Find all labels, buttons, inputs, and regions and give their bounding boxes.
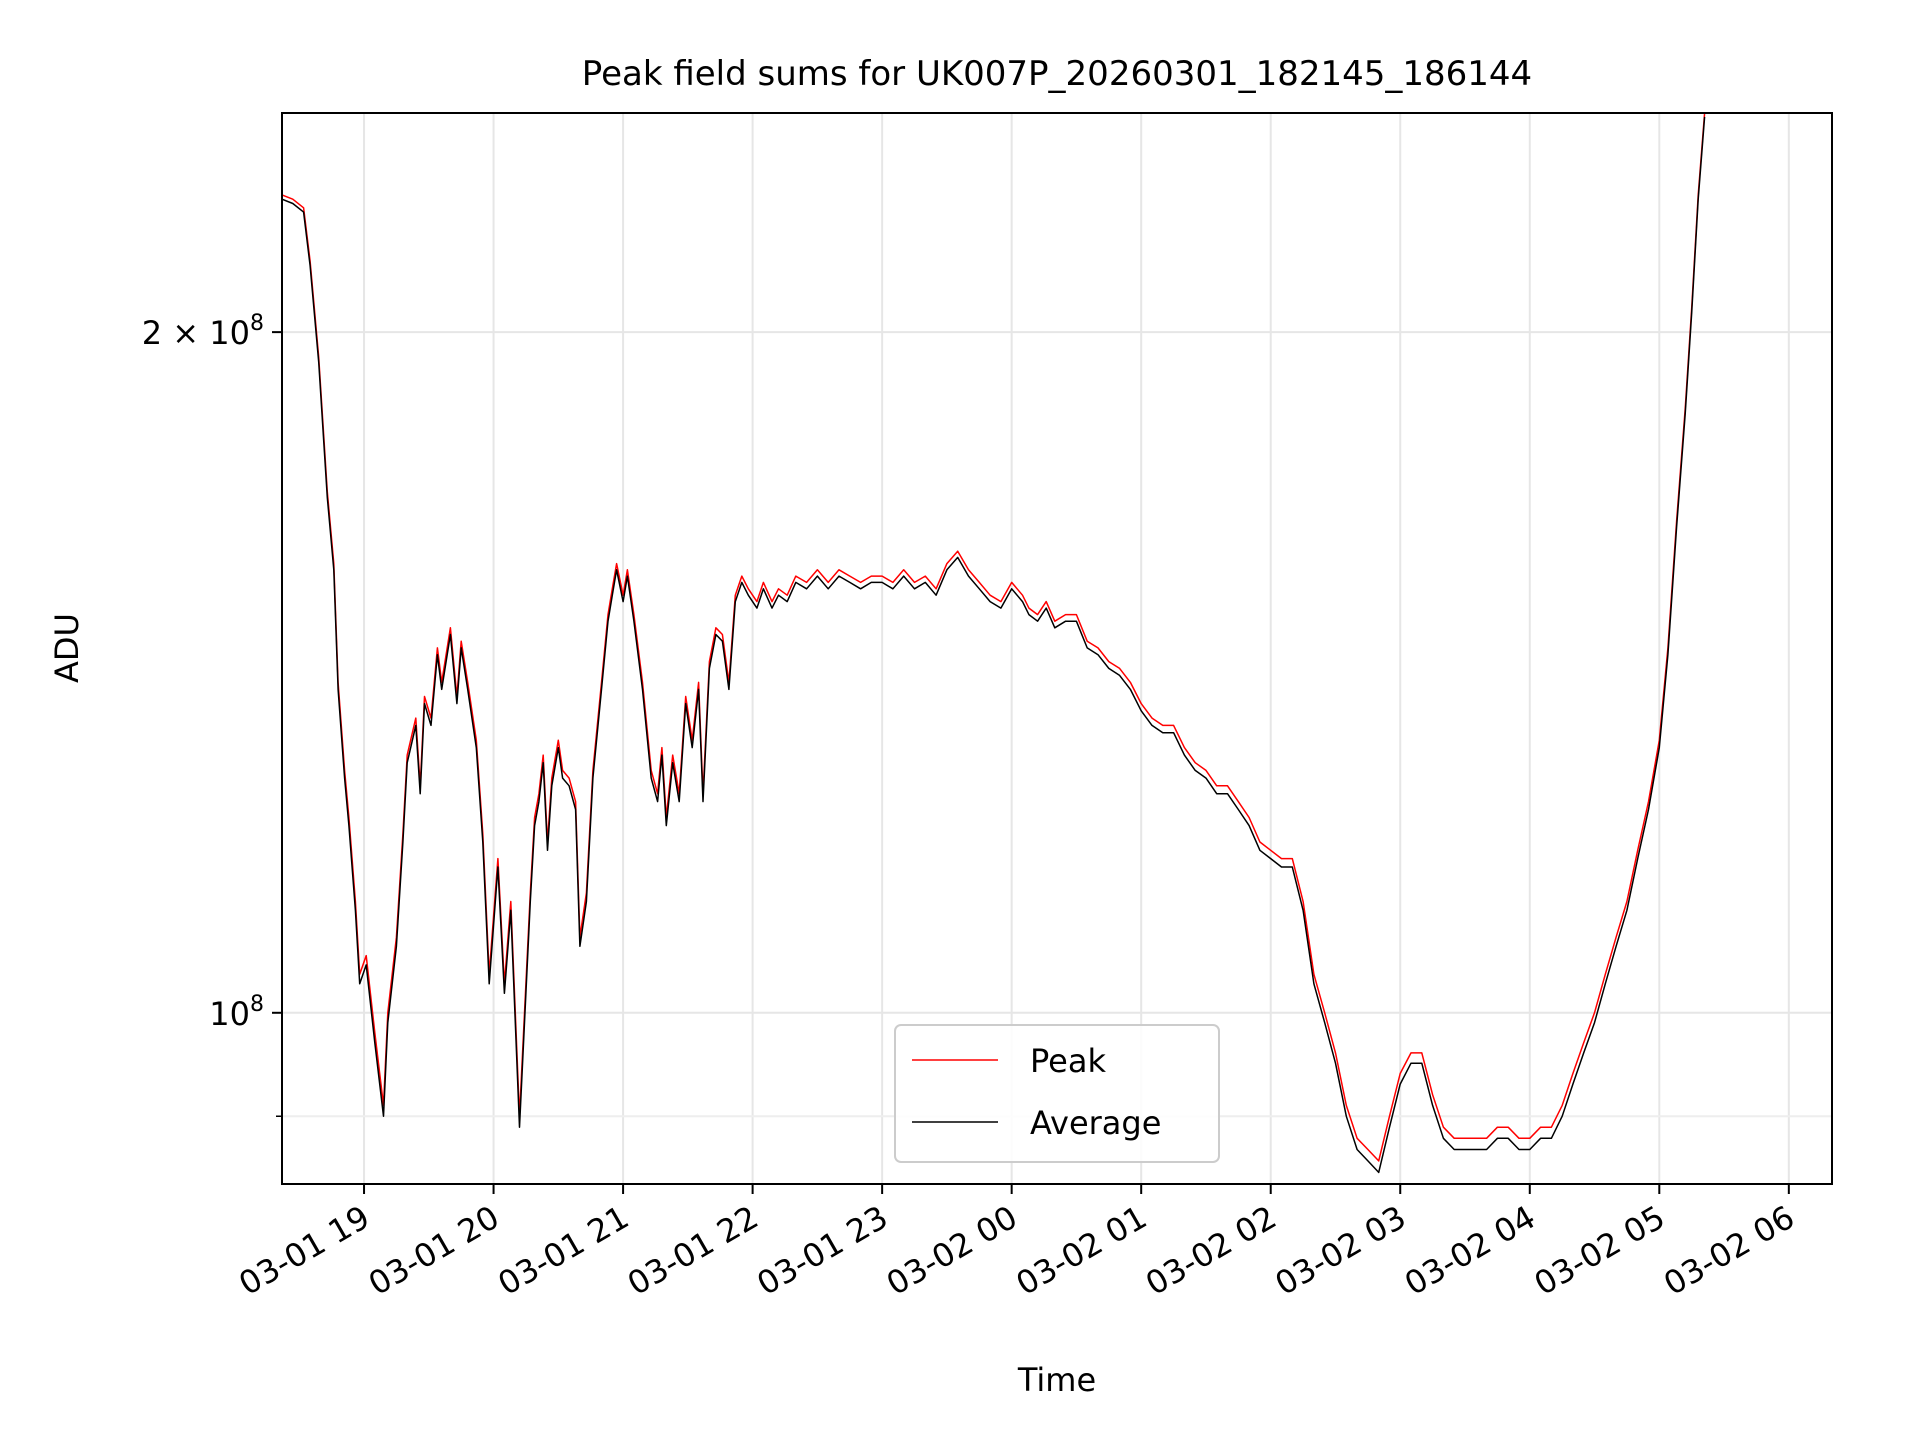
y-tick-label: 108 (209, 992, 264, 1033)
plot-frame (281, 112, 1833, 1185)
chart-title: Peak field sums for UK007P_20260301_1821… (582, 54, 1532, 94)
legend-label-average: Average (1030, 1104, 1161, 1142)
legend-label-peak: Peak (1030, 1042, 1106, 1080)
x-axis-label: Time (1017, 1361, 1096, 1399)
series-line-peak (281, 112, 1706, 1162)
y-axis-ticks: 108 2 × 108 (142, 311, 282, 1117)
y-tick-label: 2 × 108 (142, 311, 264, 352)
legend: Peak Average (894, 1024, 1220, 1163)
y-axis-label: ADU (48, 613, 86, 683)
series-line-average (281, 116, 1706, 1174)
series-lines (281, 112, 1706, 1174)
